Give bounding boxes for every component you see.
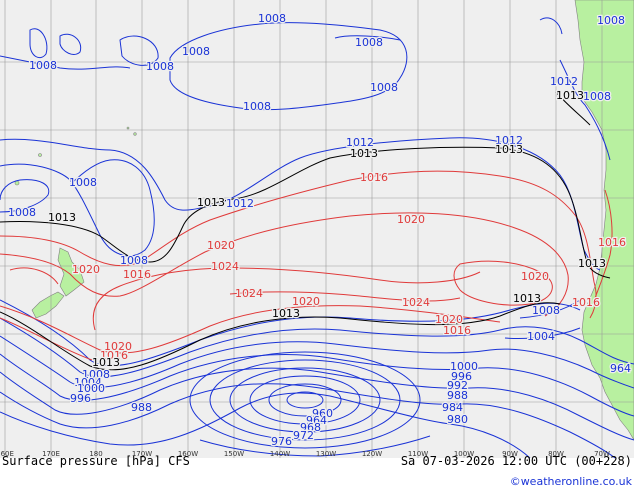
longitude-label: 160E [0,450,14,458]
isobar-label: 1012 [226,197,254,210]
isobar-label: 1000 [450,360,478,373]
isobar-label: 968 [300,421,321,434]
isobar-label: 988 [447,389,468,402]
bottom-strip [0,458,634,490]
isobar-label: 1020 [207,239,235,252]
isobars-low [0,17,634,459]
isobar-label: 972 [293,429,314,442]
isobar-label: 988 [131,401,152,414]
isobar-label: 1016 [443,324,471,337]
isobar-label: 996 [70,392,91,405]
isobar-label: 1020 [521,270,549,283]
longitude-label: 100W [454,450,474,458]
land [14,0,634,441]
south-america-land [574,0,634,441]
longitude-label: 130W [316,450,336,458]
credit-link[interactable]: ©weatheronline.co.uk [510,475,633,488]
isobar-label: 1004 [527,330,555,343]
isobar-label: 980 [447,413,468,426]
isobar-label: 960 [312,407,333,420]
isobar-label: 1013 [272,307,300,320]
valid-time: Sa 07-03-2026 12:00 UTC (00+228) [401,454,632,468]
lat-lon-grid [0,0,634,458]
longitude-label: 80W [548,450,564,458]
map-title: Surface pressure [hPa] CFS [2,454,190,468]
longitude-label: 120W [362,450,382,458]
longitude-label: 170E [42,450,60,458]
isobar-label: 1013 [495,143,523,156]
isobar-label: 1020 [435,313,463,326]
longitude-label: 70W [594,450,610,458]
island [14,180,20,186]
isobar-label: 1016 [598,236,626,249]
isobar-label: 1013 [197,196,225,209]
isobar-label: 1008 [370,81,398,94]
isobar-label: 1024 [211,260,239,273]
isobar-label: 1008 [243,100,271,113]
isobar-label: 976 [271,435,292,448]
isobar-label: 1008 [146,60,174,73]
isobar-label: 992 [447,379,468,392]
longitude-label: 180 [89,450,102,458]
longitude-label: 160W [178,450,198,458]
longitude-label: 170W [132,450,152,458]
isobar-label: 1008 [182,45,210,58]
isobar-label: 1008 [82,368,110,381]
isobar-label: 1013 [48,211,76,224]
isobar-label: 1008 [29,59,57,72]
isobar-label: 1004 [74,376,102,389]
isobar-label: 1008 [597,14,625,27]
isobars-high [0,170,613,361]
isobars-1013 [0,91,611,371]
isobar-label: 1012 [346,136,374,149]
longitude-label: 110W [408,450,428,458]
isobar-label: 1020 [72,263,100,276]
isobar-label: 1013 [350,147,378,160]
isobar-label: 1008 [69,176,97,189]
new-zealand-north-island [57,247,85,297]
isobar-label: 1013 [556,89,584,102]
isobar-label: 1012 [495,134,523,147]
island [126,126,130,130]
isobar-label: 1016 [123,268,151,281]
isobar-label: 1013 [92,356,120,369]
isobar-label: 1008 [8,206,36,219]
isobar-label: 984 [442,401,463,414]
isobar-label: 1020 [397,213,425,226]
isobar-label: 1024 [235,287,263,300]
isobar-label: 964 [610,362,631,375]
isobar-label: 1008 [355,36,383,49]
isobar-label: 996 [451,370,472,383]
isobar-label: 1008 [532,304,560,317]
isobar-label: 964 [306,414,327,427]
isobar-label: 1008 [258,12,286,25]
isobar-label: 1016 [100,349,128,362]
island [133,132,137,136]
isobar-label: 1008 [583,90,611,103]
new-zealand-south-island [31,291,65,319]
isobar-label: 1020 [104,340,132,353]
ocean-background [0,0,634,458]
isobar-label: 1008 [120,254,148,267]
island [38,153,42,157]
isobar-label: 1016 [572,296,600,309]
longitude-labels: 160E 170E 180 170W 160W 150W 140W 130W 120W 110W 1… [0,450,610,458]
longitude-label: 150W [224,450,244,458]
isobar-label: 1020 [292,295,320,308]
isobar-label: 1013 [513,292,541,305]
isobar-label: 1024 [402,296,430,309]
isobar-label: 1013 [578,257,606,270]
isobar-label: 1000 [77,382,105,395]
isobar-label: 1016 [360,171,388,184]
longitude-label: 140W [270,450,290,458]
longitude-label: 90W [502,450,518,458]
isobar-label: 1012 [550,75,578,88]
